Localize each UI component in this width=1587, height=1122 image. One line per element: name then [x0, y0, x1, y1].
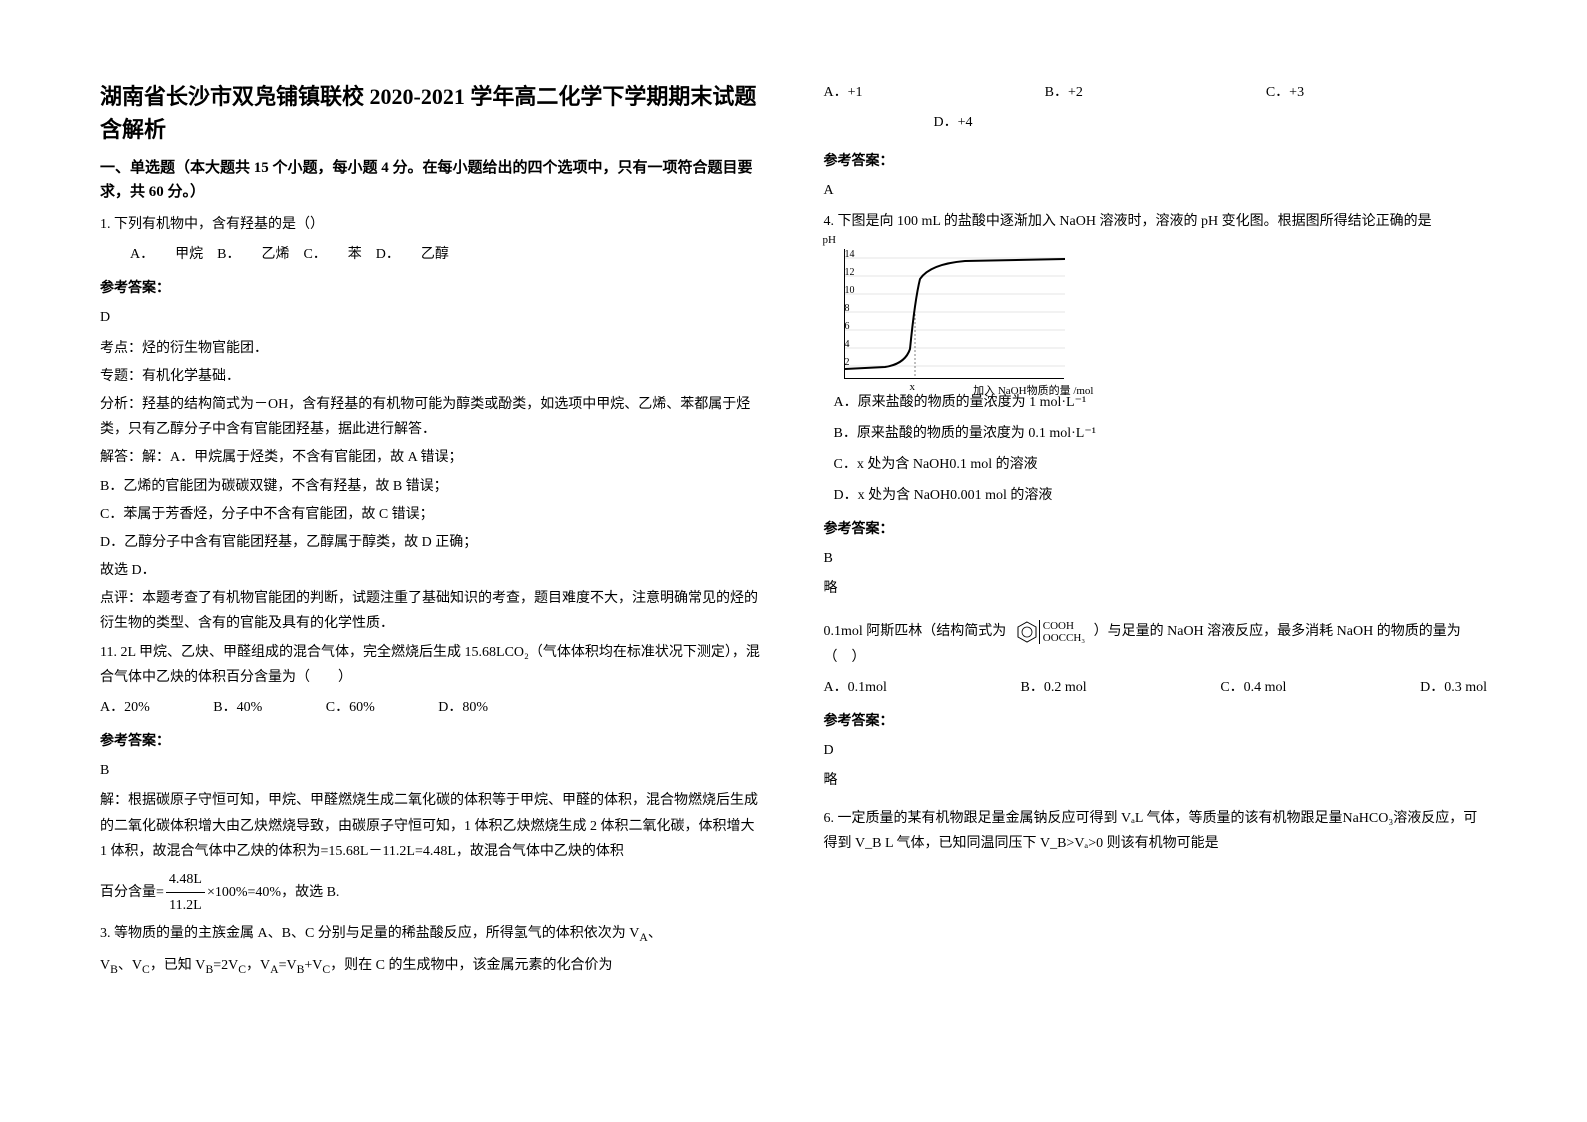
chart-xmark: x [910, 381, 916, 393]
q4-optC: C．x 处为含 NaOH0.1 mol 的溶液 [824, 451, 1488, 479]
q4-optB: B．原来盐酸的物质的量浓度为 0.1 mol·L⁻¹ [824, 420, 1488, 448]
q3-t3: V [100, 958, 110, 973]
q3-t9: +V [304, 958, 322, 973]
q2-answer-label: 参考答案： [100, 730, 764, 750]
left-column: 湖南省长沙市双凫铺镇联校 2020-2021 学年高二化学下学期期末试题含解析 … [100, 80, 764, 1042]
q3-s3: C [142, 963, 150, 976]
q1-exp3: 分析：羟基的结构简式为－OH，含有羟基的有机物可能为醇类或酚类，如选项中甲烷、乙… [100, 392, 764, 442]
q5-note: 略 [824, 768, 1488, 793]
q1-text: 1. 下列有机物中，含有羟基的是（） [100, 212, 764, 237]
q1-options: A． 甲烷 B． 乙烯 C． 苯 D． 乙醇 [100, 242, 764, 267]
q3-t6: =2V [213, 958, 238, 973]
q3-s1: A [639, 931, 647, 944]
q4-optD: D．x 处为含 NaOH0.001 mol 的溶液 [824, 482, 1488, 510]
q3-t7: ，V [246, 958, 270, 973]
q3-s2: B [110, 963, 118, 976]
q2-exp2: 百分含量=4.48L11.2L×100%=40%，故选 B. [100, 867, 764, 918]
q5-optA: A．0.1mol [824, 675, 887, 700]
q2-optB: B．40% [213, 700, 262, 715]
q2-optA: A．20% [100, 700, 150, 715]
q5-answer: D [824, 738, 1488, 763]
q4-optA: A．原来盐酸的物质的量浓度为 1 mol·L⁻¹ [824, 389, 1488, 417]
fraction: 4.48L11.2L [166, 867, 205, 918]
q5-optB: B．0.2 mol [1021, 675, 1087, 700]
q1-answer-label: 参考答案： [100, 277, 764, 297]
q5-text: 0.1mol 阿斯匹林（结构简式为 COOH OOCCH₃ ）与足量的 NaOH… [824, 619, 1488, 670]
q1-exp4: 解答：解：A．甲烷属于烃类，不含有官能团，故 A 错误； [100, 445, 764, 470]
q3-answer: A [824, 178, 1488, 203]
oocch3-label: OOCCH₃ [1039, 632, 1085, 644]
q3-t8: =V [279, 958, 297, 973]
q1-exp9: 点评：本题考查了有机物官能团的判断，试题注重了基础知识的考查，题目难度不大，注意… [100, 586, 764, 636]
q3-s6: A [270, 963, 278, 976]
q3-s8: C [322, 963, 330, 976]
chart-ylabel: pH [823, 234, 836, 246]
ph-chart-container: pH 14 12 10 8 6 4 2 x 加入 NaOH物质的量 /mol [844, 249, 1488, 379]
q4-answer: B [824, 546, 1488, 571]
q2-answer: B [100, 758, 764, 783]
frac-num: 4.48L [166, 867, 205, 893]
q6-text: 6. 一定质量的某有机物跟足量金属钠反应可得到 VₐL 气体，等质量的该有机物跟… [824, 806, 1488, 856]
aspirin-structure: COOH OOCCH₃ [1015, 619, 1085, 644]
q3-optB: B．+2 [1045, 80, 1266, 105]
q2-optD: D．80% [438, 700, 488, 715]
document-title: 湖南省长沙市双凫铺镇联校 2020-2021 学年高二化学下学期期末试题含解析 [100, 80, 764, 146]
q3-options-row1: A．+1 B．+2 C．+3 [824, 80, 1488, 105]
q3-optC: C．+3 [1266, 80, 1487, 105]
benzene-icon [1015, 620, 1039, 644]
q5-options: A．0.1mol B．0.2 mol C．0.4 mol D．0.3 mol [824, 675, 1488, 700]
q5-optC: C．0.4 mol [1220, 675, 1286, 700]
q1-exp8: 故选 D． [100, 558, 764, 583]
q1-exp5: B．乙烯的官能团为碳碳双键，不含有羟基，故 B 错误； [100, 474, 764, 499]
q2-exp1: 解：根据碳原子守恒可知，甲烷、甲醛燃烧生成二氧化碳的体积等于甲烷、甲醛的体积，混… [100, 788, 764, 864]
q2-exp2-prefix: 百分含量= [100, 885, 164, 900]
q5-optD: D．0.3 mol [1420, 675, 1487, 700]
q3-text: 3. 等物质的量的主族金属 A、B、C 分别与足量的稀盐酸反应，所得氢气的体积依… [100, 921, 764, 948]
q5-t1: 0.1mol 阿斯匹林（结构简式为 [824, 624, 1007, 639]
q1-exp2: 专题：有机化学基础． [100, 364, 764, 389]
q1-exp7: D．乙醇分子中含有官能团羟基，乙醇属于醇类，故 D 正确； [100, 530, 764, 555]
right-column: A．+1 B．+2 C．+3 D．+4 参考答案： A 4. 下图是向 100 … [824, 80, 1488, 1042]
section-heading: 一、单选题（本大题共 15 个小题，每小题 4 分。在每小题给出的四个选项中，只… [100, 156, 764, 204]
q3-t4: 、V [118, 958, 142, 973]
q2-exp2-suffix: ×100%=40%，故选 B. [207, 885, 339, 900]
q4-answer-label: 参考答案： [824, 518, 1488, 538]
ph-curve [845, 259, 1065, 369]
q1-answer: D [100, 305, 764, 330]
q3-t2: 、 [648, 926, 662, 941]
q2-text: 11. 2L 甲烷、乙炔、甲醛组成的混合气体，完全燃烧后生成 15.68LCO₂… [100, 640, 764, 690]
q2-options: A．20% B．40% C．60% D．80% [100, 695, 764, 720]
ph-chart: pH 14 12 10 8 6 4 2 x 加入 NaOH物质的量 /mol [844, 249, 1064, 379]
frac-den: 11.2L [166, 893, 205, 918]
q2-optC: C．60% [326, 700, 375, 715]
chart-xlabel: 加入 NaOH物质的量 /mol [973, 382, 1093, 398]
q3-answer-label: 参考答案： [824, 150, 1488, 170]
q1-exp1: 考点：烃的衍生物官能团． [100, 336, 764, 361]
q3-t5: ，已知 V [150, 958, 206, 973]
q3-optD: D．+4 [824, 110, 1488, 135]
q5-answer-label: 参考答案： [824, 710, 1488, 730]
q1-exp6: C．苯属于芳香烃，分子中不含有官能团，故 C 错误； [100, 502, 764, 527]
q3-s5: C [238, 963, 246, 976]
q3-optA: A．+1 [824, 80, 1045, 105]
q4-text: 4. 下图是向 100 mL 的盐酸中逐渐加入 NaOH 溶液时，溶液的 pH … [824, 209, 1488, 234]
q3-t10: ，则在 C 的生成物中，该金属元素的化合价为 [330, 958, 612, 973]
ph-curve-svg [845, 249, 1065, 379]
q3-text-line2: VB、VC，已知 VB=2VC，VA=VB+VC，则在 C 的生成物中，该金属元… [100, 953, 764, 980]
cooh-label: COOH [1039, 620, 1085, 632]
q3-t1: 3. 等物质的量的主族金属 A、B、C 分别与足量的稀盐酸反应，所得氢气的体积依… [100, 926, 639, 941]
q4-note: 略 [824, 576, 1488, 601]
